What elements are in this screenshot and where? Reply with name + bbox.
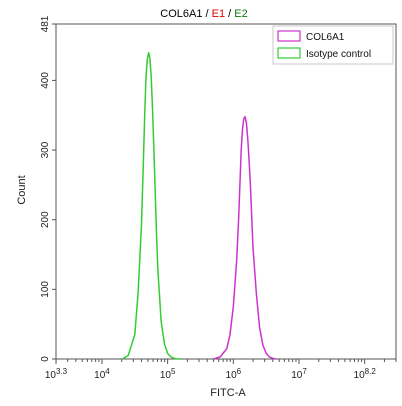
x-tick-label: 107 [291,367,307,381]
y-tick-label: 0 [40,356,51,362]
title-part-col6a1: COL6A1 [160,8,202,20]
x-axis: 103.3 104 105 106 107 108.2 [45,359,397,381]
y-tick-label: 400 [40,72,51,89]
legend: COL6A1 Isotype control [272,25,394,65]
x-tick-label: 108.2 [354,367,377,381]
x-tick-label: 106 [226,367,242,381]
y-tick-label: 200 [40,211,51,228]
plot-area-frame [55,23,397,360]
title-separator: / [225,8,234,20]
series-line-col6a1 [213,115,277,360]
legend-swatch-isotype-control [277,47,301,59]
title-separator: / [202,8,211,20]
series-line-isotype-control [121,51,181,360]
y-tick-label: 481 [40,15,51,32]
legend-label-col6a1: COL6A1 [306,32,345,43]
x-tick-label: 105 [160,367,176,381]
x-axis-label: FITC-A [210,387,246,399]
y-axis-label: Count [16,175,28,204]
y-tick-label: 300 [40,141,51,158]
legend-swatch-col6a1 [277,30,301,42]
y-axis: 0 100 200 300 400 481 [40,15,56,362]
series-group [121,51,277,360]
chart-title: COL6A1 / E1 / E2 [160,8,247,20]
title-part-e1: E1 [212,8,225,20]
title-part-e2: E2 [234,8,247,20]
legend-label-isotype-control: Isotype control [306,49,371,60]
x-tick-label: 103.3 [45,367,68,381]
y-tick-label: 100 [40,281,51,298]
x-tick-label: 104 [94,367,110,381]
